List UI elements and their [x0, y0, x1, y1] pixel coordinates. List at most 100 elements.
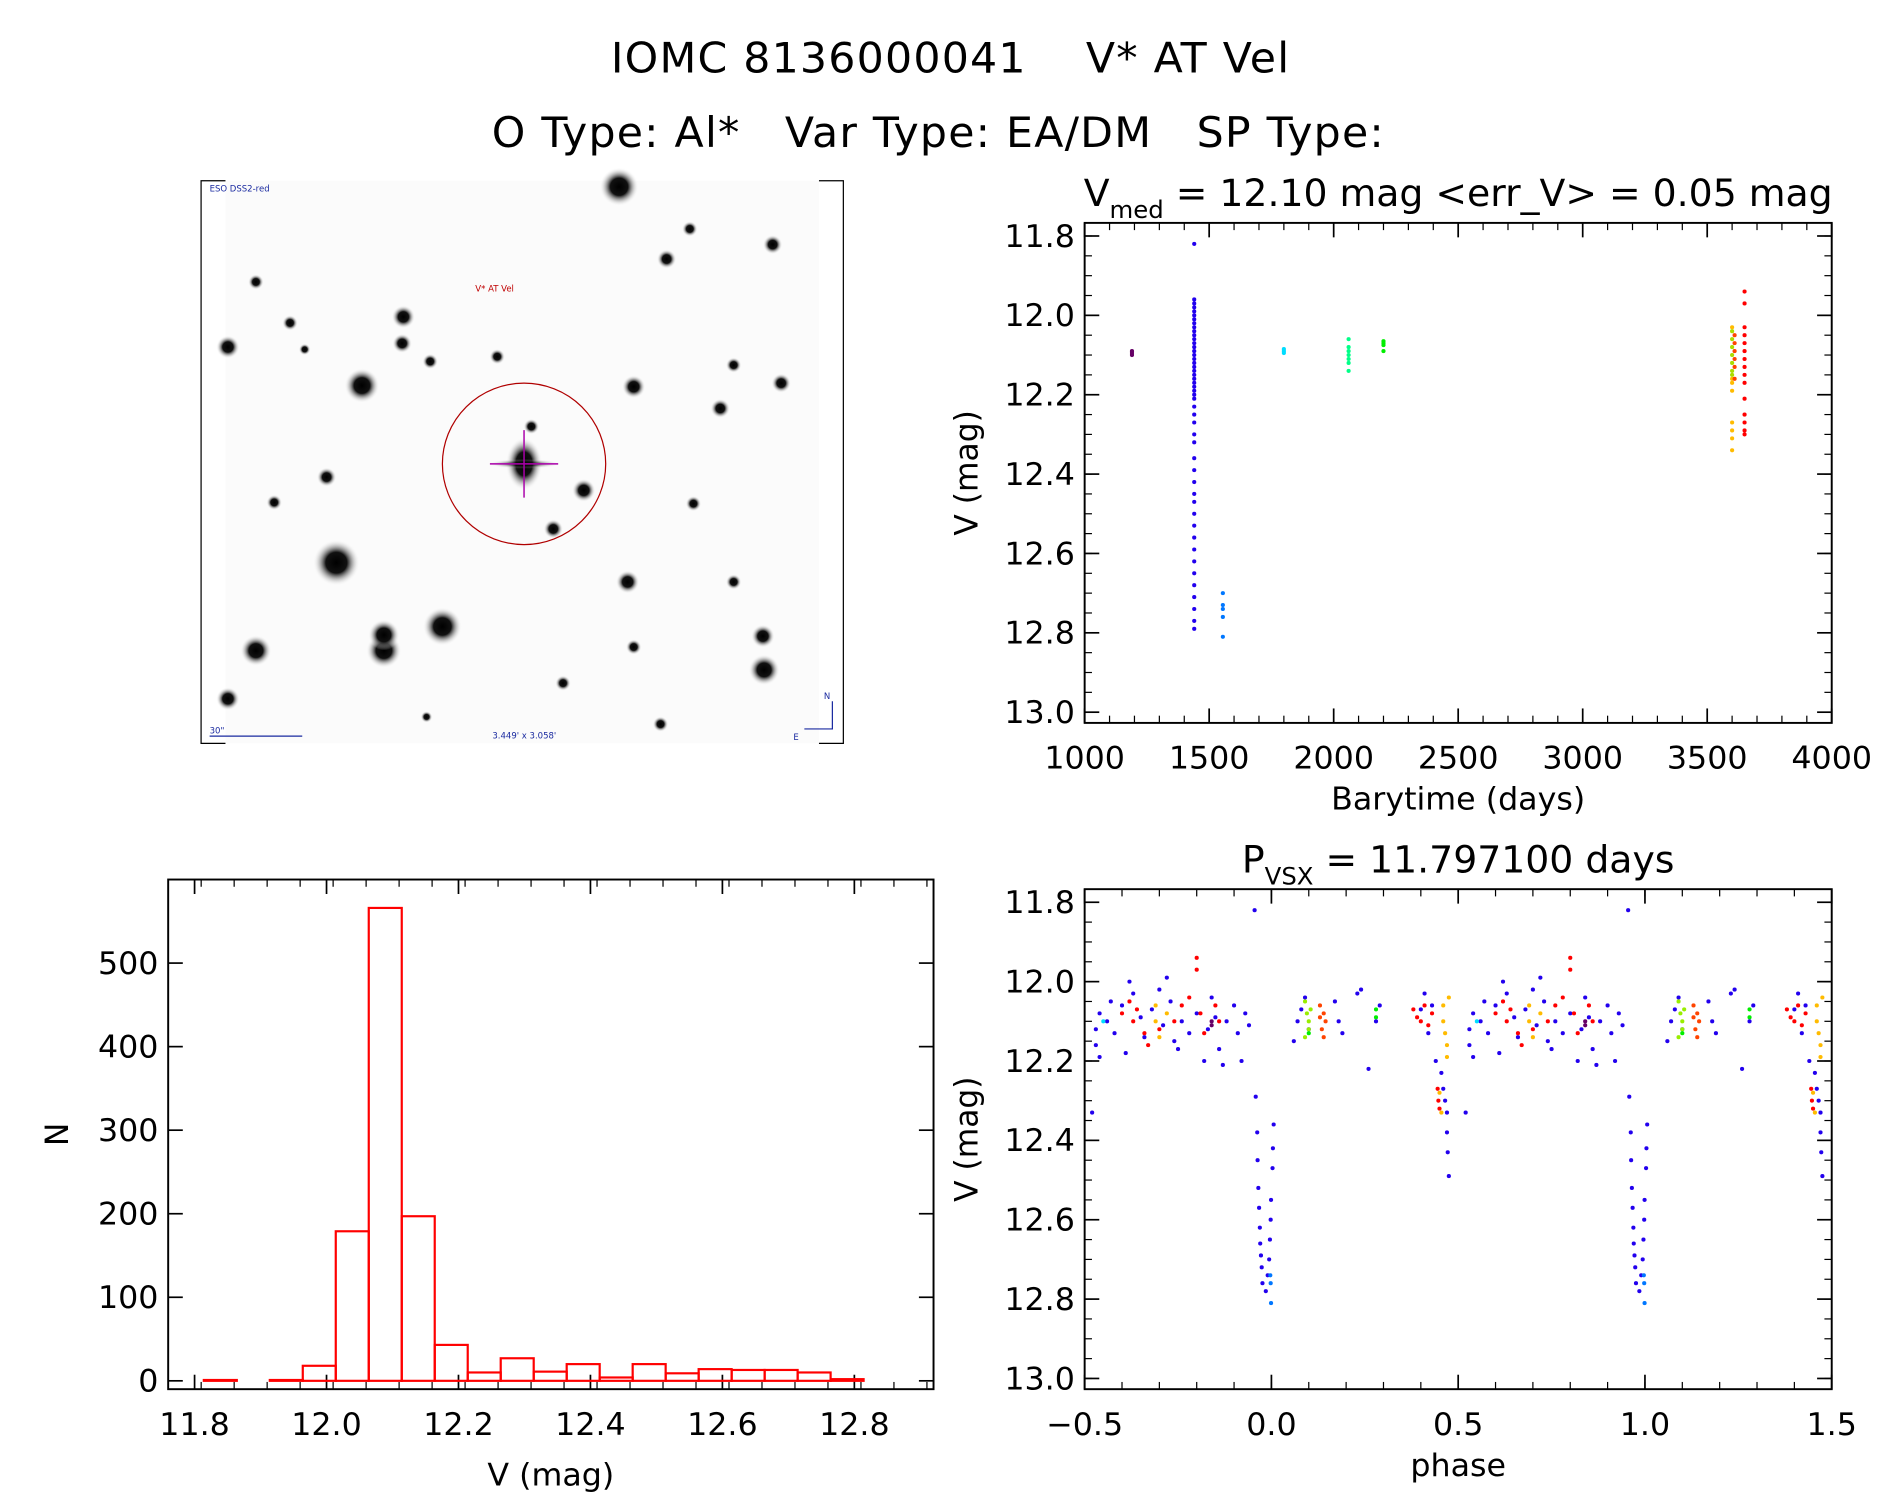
data-point-blue	[1252, 908, 1257, 913]
data-point-blue	[1192, 313, 1197, 318]
data-point-sea-green	[1346, 349, 1351, 354]
data-point-orange-red	[1691, 1003, 1696, 1008]
data-point-orange	[1441, 1019, 1446, 1024]
data-point-orange-red	[1693, 1027, 1698, 1032]
star-icon	[312, 539, 360, 586]
data-point-light-blue	[1642, 1281, 1647, 1286]
data-point-blue	[1747, 1019, 1752, 1024]
star-field	[216, 167, 791, 732]
data-point-blue	[1192, 499, 1197, 504]
x-tick-label: 12.2	[423, 1407, 494, 1443]
data-point-orange	[1730, 448, 1735, 453]
y-tick-label: 13.0	[1004, 1361, 1075, 1397]
plot-title: PVSX = 11.797100 days	[1242, 838, 1675, 891]
data-point-red	[1803, 1011, 1808, 1016]
data-point-blue	[1504, 991, 1509, 996]
data-point-orange	[1446, 995, 1451, 1000]
data-point-red	[1519, 1043, 1524, 1048]
data-point-red	[1742, 289, 1747, 294]
data-point-blue	[1192, 440, 1197, 445]
data-point-orange	[1730, 428, 1735, 433]
histogram-bar	[829, 1378, 865, 1382]
data-point-blue	[1192, 396, 1197, 401]
x-tick-label: 12.4	[555, 1407, 626, 1443]
data-point-blue	[1340, 1031, 1345, 1036]
star-icon	[599, 167, 639, 207]
star-icon	[489, 348, 506, 365]
data-point-blue	[1530, 987, 1535, 992]
data-point-red	[1742, 380, 1747, 385]
data-point-blue	[1645, 1122, 1650, 1127]
y-tick-label: 11.8	[1004, 885, 1075, 921]
histogram-plot: 11.8 12.0 12.2 12.4 12.6 12.8 0 100 200 300 400 500…	[40, 878, 935, 1494]
x-tick-label: 1.0	[1620, 1407, 1670, 1443]
data-point-red	[1411, 1007, 1416, 1012]
data-point-purple	[1209, 1019, 1214, 1024]
data-point-blue	[1253, 1094, 1258, 1099]
data-point-blue	[1631, 1241, 1636, 1246]
data-point-blue	[1538, 975, 1543, 980]
data-point-blue	[1164, 975, 1169, 980]
target-circle	[441, 382, 607, 546]
data-point-blue	[1332, 999, 1337, 1004]
y-tick-label: 100	[98, 1280, 158, 1316]
data-point-blue	[1803, 1003, 1808, 1008]
data-point-blue	[1192, 468, 1197, 473]
data-point-blue	[1123, 1051, 1128, 1056]
data-point-blue	[1161, 1023, 1166, 1028]
x-tick-label: 4000	[1791, 741, 1872, 777]
data-point-yellow-green	[1730, 329, 1735, 334]
star-icon	[771, 373, 791, 393]
data-point-blue	[1192, 345, 1197, 350]
data-point-red	[1742, 428, 1747, 433]
data-point-blue	[1439, 1070, 1444, 1075]
data-point-orange-red	[1695, 1011, 1700, 1016]
plot-title: Vmed = 12.10 mag <err_V> = 0.05 mag	[1084, 171, 1833, 224]
star-icon	[282, 315, 298, 331]
data-point-blue	[1192, 321, 1197, 326]
data-point-red	[1157, 1027, 1162, 1032]
data-point-blue	[1590, 1047, 1595, 1052]
data-point-sea-green	[1346, 345, 1351, 350]
data-point-orange-red	[1732, 333, 1737, 338]
histogram-bar	[433, 1343, 469, 1382]
data-point-blue	[1586, 1015, 1591, 1020]
data-point-purple	[1129, 352, 1135, 358]
data-point-blue	[1192, 535, 1197, 540]
data-point-orange-red	[1732, 376, 1737, 381]
x-tick-label: 12.0	[291, 1407, 362, 1443]
data-point-red	[1796, 1003, 1801, 1008]
data-point-blue	[1644, 1166, 1649, 1171]
data-point-blue	[1553, 1019, 1558, 1024]
data-point-blue	[1641, 1237, 1646, 1242]
data-point-blue	[1192, 606, 1197, 612]
data-point-blue	[1260, 1281, 1265, 1286]
data-point-blue	[1192, 626, 1197, 631]
data-point-light-blue	[1220, 614, 1225, 619]
data-point-blue	[1192, 384, 1197, 389]
x-tick-label: 11.8	[159, 1407, 230, 1443]
data-point-orange	[1443, 1031, 1448, 1036]
data-point-cyan	[1281, 351, 1286, 356]
data-point-red	[1742, 432, 1747, 437]
data-point-blue	[1131, 991, 1136, 996]
title-rest: = 12.10 mag <err_V> = 0.05 mag	[1164, 171, 1833, 215]
data-point-red	[1435, 1086, 1440, 1091]
star-icon	[710, 398, 731, 419]
star-icon	[656, 249, 677, 269]
x-axis-label: Barytime (days)	[1331, 782, 1585, 818]
data-point-blue	[1467, 1043, 1472, 1048]
data-point-red	[1742, 333, 1747, 338]
data-point-blue	[1104, 1019, 1110, 1024]
data-point-blue	[1669, 1019, 1674, 1024]
data-point-blue	[1443, 1098, 1448, 1103]
data-point-blue	[1467, 1027, 1472, 1032]
x-tick-label: 1000	[1044, 741, 1125, 777]
title-rest: = 11.797100 days	[1313, 838, 1674, 882]
data-point-light-blue	[1220, 634, 1225, 639]
data-point-red	[1742, 356, 1747, 362]
data-point-blue	[1267, 1257, 1272, 1262]
data-point-red	[1742, 412, 1747, 417]
data-point-green	[1373, 1015, 1379, 1020]
data-point-orange-red	[1691, 1015, 1696, 1020]
